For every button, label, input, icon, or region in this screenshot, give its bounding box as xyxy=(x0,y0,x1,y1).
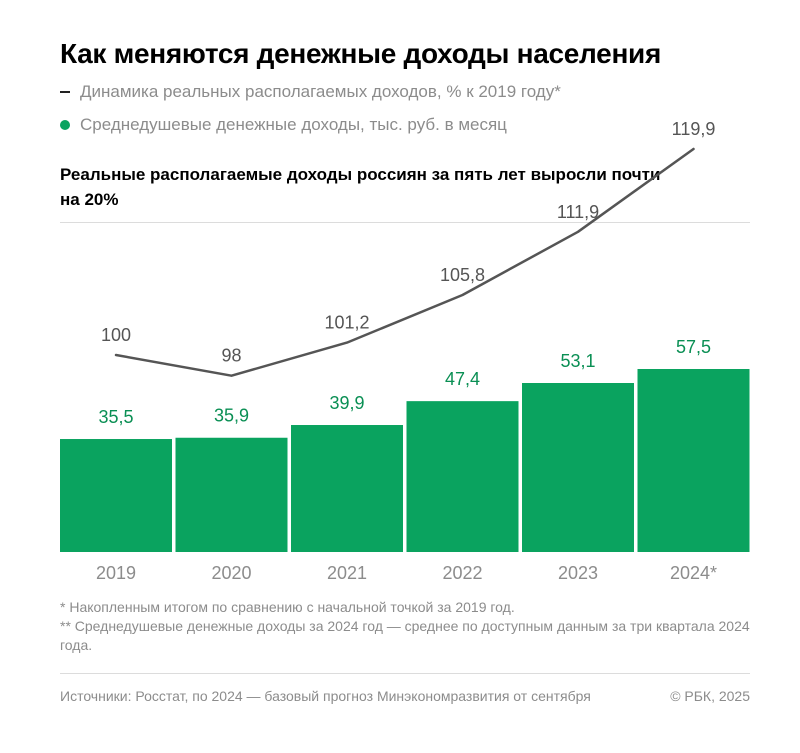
legend-bar-label: Среднедушевые денежные доходы, тыс. руб.… xyxy=(80,115,507,134)
bar-label-2021: 39,9 xyxy=(329,393,364,413)
footnote-2: ** Среднедушевые денежные доходы за 2024… xyxy=(60,618,750,653)
x-tick-2020: 2020 xyxy=(211,563,251,583)
bar-2021 xyxy=(291,425,403,552)
legend-line-item: Динамика реальных располагаемых доходов,… xyxy=(60,82,561,102)
bar-label-2020: 35,9 xyxy=(214,406,249,426)
chart-title: Как меняются денежные доходы населения xyxy=(60,38,662,69)
legend-bar-item: Среднедушевые денежные доходы, тыс. руб.… xyxy=(60,115,507,135)
bar-label-2024*: 57,5 xyxy=(676,337,711,357)
line-label-2022: 105,8 xyxy=(440,265,485,285)
bottom-divider xyxy=(60,673,750,674)
line-legend-icon xyxy=(60,91,70,93)
source-text: Источники: Росстат, по 2024 — базовый пр… xyxy=(60,688,591,704)
bar-2024* xyxy=(637,369,750,552)
bar-2020 xyxy=(175,437,288,552)
bar-label-2023: 53,1 xyxy=(560,351,595,371)
bar-2023 xyxy=(522,383,634,552)
chart-plot: 35,5 35,9 39,9 47,4 53,1 57,5 2019 2020 2021 2022… xyxy=(60,119,750,583)
line-label-2024*: 119,9 xyxy=(672,119,716,139)
bar-2019 xyxy=(60,439,172,552)
x-tick-2022: 2022 xyxy=(442,563,482,583)
bar-2022 xyxy=(406,401,519,552)
top-divider xyxy=(60,222,750,223)
x-tick-2021: 2021 xyxy=(327,563,367,583)
footnotes: * Накопленным итогом по сравнению с нача… xyxy=(60,598,750,655)
x-tick-2024*: 2024* xyxy=(670,563,717,583)
line-label-2023: 111,9 xyxy=(557,202,599,222)
line-label-2020: 98 xyxy=(221,346,241,366)
income-dynamics-line xyxy=(114,147,695,377)
line-label-2021: 101,2 xyxy=(324,313,369,333)
x-tick-2019: 2019 xyxy=(96,563,136,583)
x-tick-2023: 2023 xyxy=(558,563,598,583)
chart-subtitle: Реальные располагаемые доходы россиян за… xyxy=(60,165,661,209)
bar-label-2019: 35,5 xyxy=(98,407,133,427)
copyright-text: © РБК, 2025 xyxy=(670,688,750,704)
legend-line-label: Динамика реальных располагаемых доходов,… xyxy=(80,82,561,101)
bar-label-2022: 47,4 xyxy=(445,369,480,389)
footnote-1: * Накопленным итогом по сравнению с нача… xyxy=(60,599,515,615)
bar-legend-icon xyxy=(60,120,70,130)
line-label-2019: 100 xyxy=(101,325,131,345)
